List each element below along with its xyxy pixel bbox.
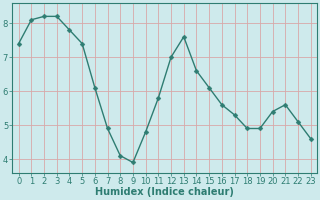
X-axis label: Humidex (Indice chaleur): Humidex (Indice chaleur) xyxy=(95,187,234,197)
